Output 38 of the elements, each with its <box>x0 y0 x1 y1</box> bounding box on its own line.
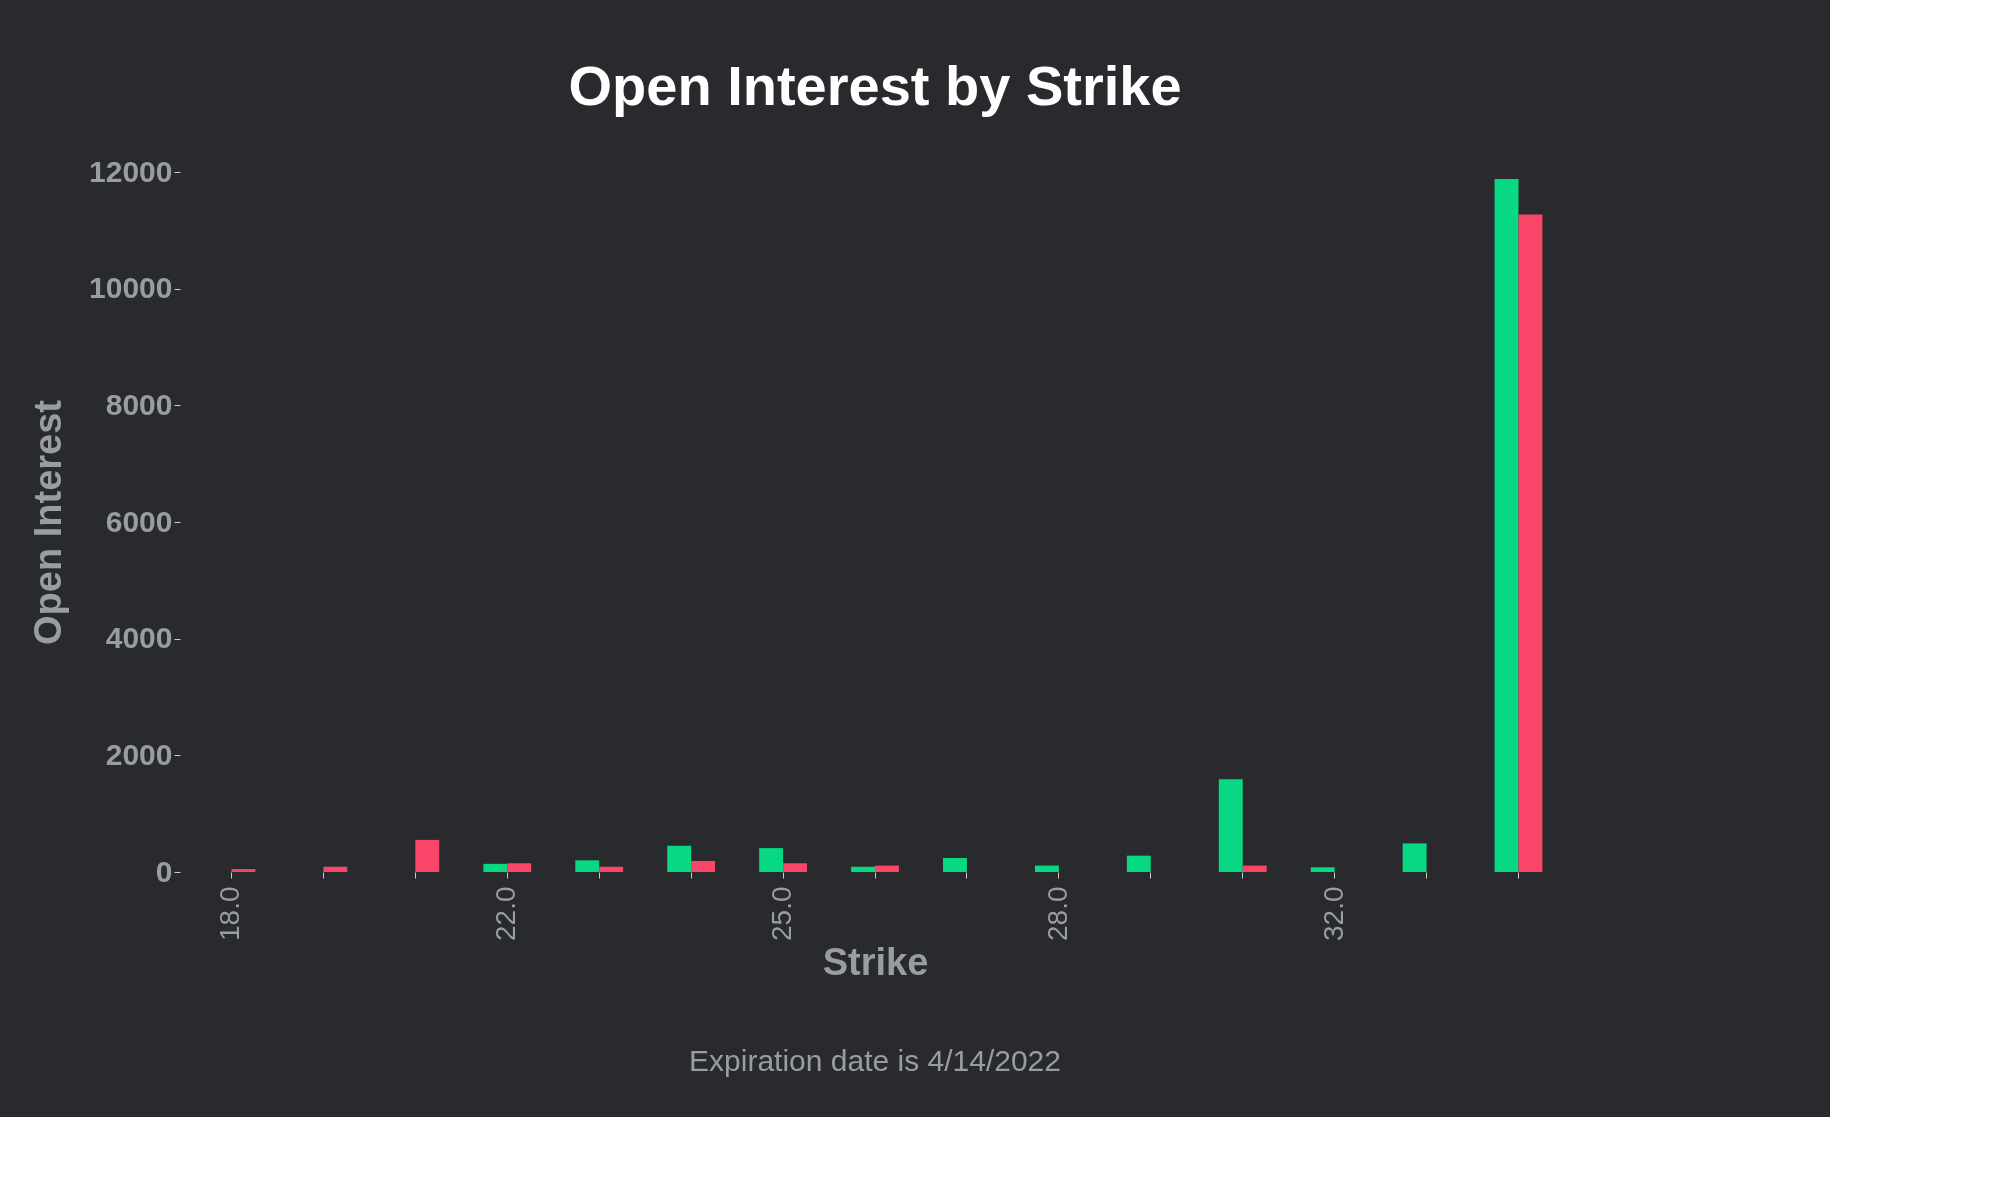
bar <box>1034 865 1059 872</box>
bar <box>783 863 807 872</box>
y-tick-label: 10000 <box>89 271 173 305</box>
bar <box>1494 179 1519 872</box>
bar <box>851 866 875 872</box>
x-tick-label: 18.0 <box>214 886 246 941</box>
bar <box>691 860 716 872</box>
bar <box>575 860 600 872</box>
bar <box>1218 779 1243 872</box>
bar <box>599 866 624 872</box>
bar <box>1518 214 1543 872</box>
y-tick-label: 4000 <box>105 621 173 655</box>
bar <box>875 865 899 872</box>
bar <box>1126 855 1151 872</box>
x-tick-label: 22.0 <box>490 886 522 941</box>
bar <box>943 858 967 872</box>
bar <box>507 863 532 872</box>
y-tick-label: 0 <box>155 854 173 888</box>
y-axis-title: Open Interest <box>27 399 70 645</box>
y-tick-label: 12000 <box>89 154 173 188</box>
x-tick-label: 28.0 <box>1041 886 1073 941</box>
bar <box>483 863 508 872</box>
x-axis-title: Strike <box>822 941 929 983</box>
bar <box>667 845 692 872</box>
y-tick-label: 6000 <box>105 504 173 538</box>
text: Expiration date is 4/14/2022 <box>689 1044 1061 1077</box>
y-tick-label: 2000 <box>105 737 173 771</box>
bar <box>231 869 256 872</box>
chart-title: Open Interest by Strike <box>568 54 1182 117</box>
bar <box>759 848 784 872</box>
bar <box>1310 867 1335 872</box>
bar <box>1402 843 1427 872</box>
bar <box>415 839 440 872</box>
x-tick-label: 32.0 <box>1317 886 1349 941</box>
x-tick-label: 25.0 <box>766 886 798 941</box>
y-tick-label: 8000 <box>105 387 173 421</box>
bar <box>1242 865 1267 872</box>
bar <box>323 866 348 872</box>
